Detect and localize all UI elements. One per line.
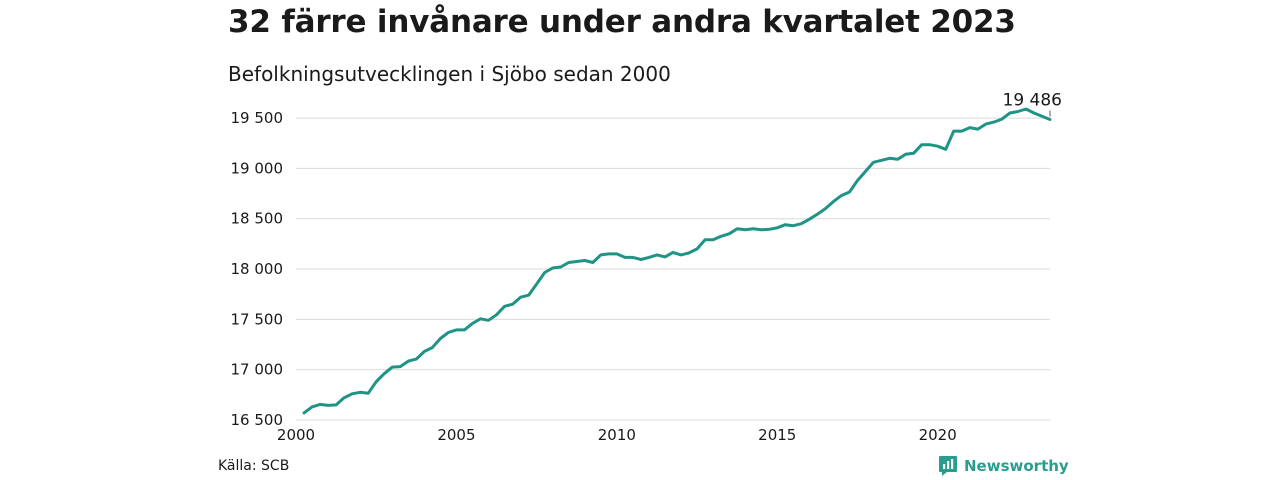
x-tick-label: 2005 — [437, 426, 475, 444]
newsworthy-logo-icon — [939, 456, 957, 476]
gridlines — [296, 117, 1050, 421]
y-tick-label: 17 000 — [231, 361, 284, 379]
y-tick-label: 18 500 — [231, 210, 284, 228]
x-tick-label: 2010 — [598, 426, 636, 444]
y-axis-ticks: 16 500 17 000 17 500 18 000 18 500 19 000 19 5… — [231, 109, 284, 429]
y-tick-label: 19 500 — [231, 109, 284, 127]
end-value-label: 19 486 — [1003, 90, 1062, 110]
x-tick-label: 2020 — [919, 426, 957, 444]
line-chart: 16 500 17 000 17 500 18 000 18 500 19 000 19 5… — [231, 90, 1063, 444]
chart-subtitle: Befolkningsutvecklingen i Sjöbo sedan 20… — [228, 62, 671, 86]
y-tick-label: 19 000 — [231, 159, 284, 177]
y-tick-label: 17 500 — [231, 310, 284, 328]
y-tick-label: 16 500 — [231, 411, 284, 429]
brand-name: Newsworthy — [964, 457, 1069, 475]
population-series-line — [302, 107, 1052, 415]
y-tick-label: 18 000 — [231, 260, 284, 278]
x-axis-ticks: 2000 2005 2010 2015 2020 — [277, 426, 957, 444]
x-tick-label: 2000 — [277, 426, 315, 444]
source-note: Källa: SCB — [218, 458, 290, 474]
chart-title: 32 färre invånare under andra kvartalet … — [228, 4, 1016, 40]
x-tick-label: 2015 — [758, 426, 796, 444]
brand-logo[interactable]: Newsworthy — [938, 455, 1069, 477]
